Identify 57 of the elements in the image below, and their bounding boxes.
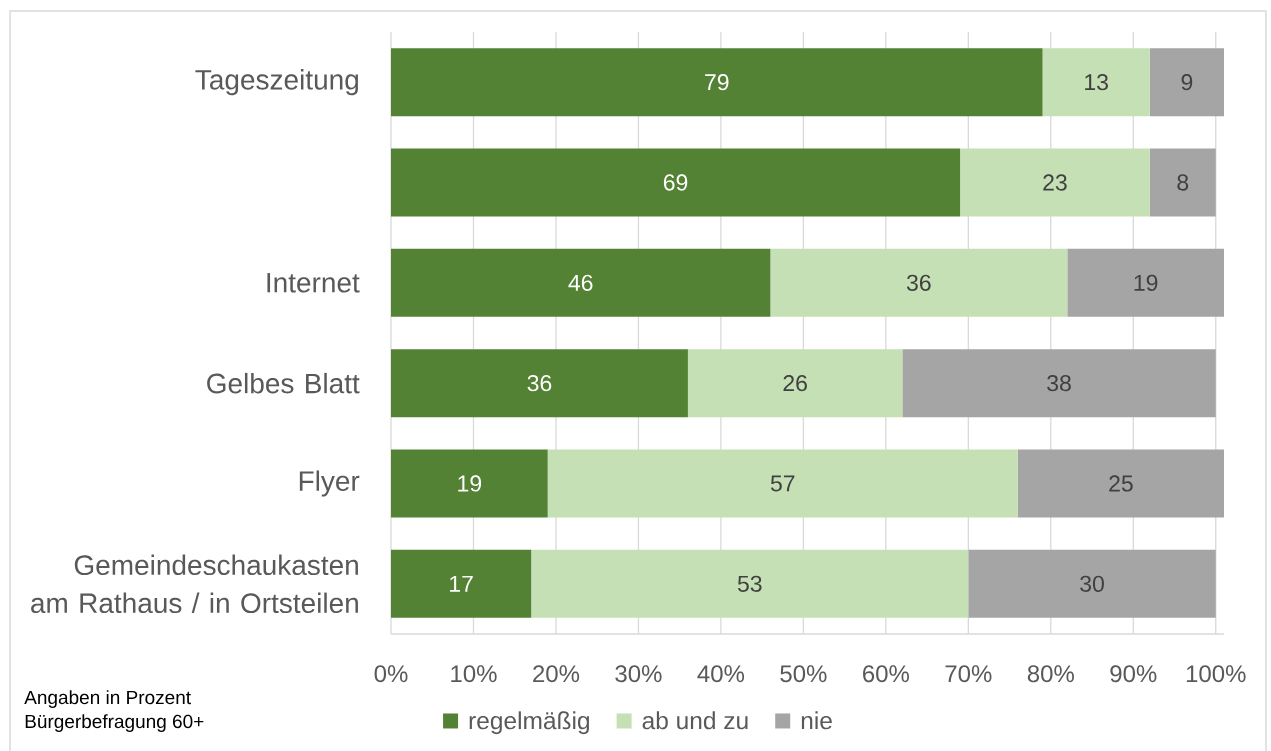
data-label: 25 <box>1109 475 1133 492</box>
text: Angaben in Prozent <box>24 690 191 708</box>
x-tick-label: 40% <box>697 665 745 683</box>
data-label: 46 <box>568 274 593 291</box>
bar <box>1067 248 1224 317</box>
bar <box>391 549 532 618</box>
x-tick-label: 100% <box>1186 665 1246 683</box>
x-tick-label: 80% <box>1027 665 1074 683</box>
text: Bürgerbefragung 60+ <box>25 714 204 732</box>
bar <box>531 549 969 618</box>
data-label: 23 <box>1043 174 1067 191</box>
bar <box>547 449 1018 518</box>
y-tick-label: Tageszeitung <box>195 69 358 96</box>
x-tick-label: 10% <box>451 665 497 683</box>
bar <box>1149 148 1216 217</box>
bar <box>902 349 1216 418</box>
bar <box>1149 48 1224 117</box>
data-label: 13 <box>1085 74 1108 91</box>
data-label: 36 <box>527 375 552 392</box>
bar <box>1017 449 1224 518</box>
bar <box>391 148 961 217</box>
data-label: 8 <box>1177 174 1189 191</box>
data-label: 36 <box>906 274 931 291</box>
data-label: 9 <box>1181 74 1193 91</box>
data-label: 19 <box>1134 274 1158 291</box>
x-tick-label: 0% <box>374 665 408 683</box>
data-label: 57 <box>770 475 795 492</box>
x-tick-label: 30% <box>615 665 662 683</box>
x-tick-label: 90% <box>1110 665 1157 683</box>
y-tick-label: Internet <box>267 273 360 293</box>
data-label: 69 <box>663 174 688 191</box>
data-label: 19 <box>458 475 482 492</box>
bar <box>687 349 903 418</box>
bar <box>960 148 1150 217</box>
x-tick-label: 60% <box>863 665 910 683</box>
y-tick-label: Gemeindeschaukasten am Rathaus / in Ortsteilen <box>31 554 358 614</box>
bar <box>391 248 771 317</box>
x-tick-label: 20% <box>533 665 580 683</box>
bar <box>770 248 1068 317</box>
bar <box>1042 48 1150 117</box>
bar <box>968 549 1216 618</box>
legend-label: regelmäßig <box>469 711 589 735</box>
bar <box>391 449 548 518</box>
bar <box>391 349 688 418</box>
x-tick-label: 70% <box>945 665 992 683</box>
data-label: 17 <box>450 575 473 592</box>
y-tick-label: Flyer <box>299 470 360 497</box>
x-tick-label: 50% <box>780 665 827 683</box>
legend-label: ab und zu <box>642 711 748 730</box>
data-label: 38 <box>1047 375 1071 392</box>
data-label: 53 <box>737 575 762 592</box>
y-tick-label: Gelbes Blatt <box>207 372 360 394</box>
bar <box>391 48 1043 117</box>
data-label: 26 <box>783 375 807 392</box>
data-label: 30 <box>1080 575 1104 592</box>
legend-label: nie <box>801 711 832 730</box>
data-label: 79 <box>705 74 729 91</box>
